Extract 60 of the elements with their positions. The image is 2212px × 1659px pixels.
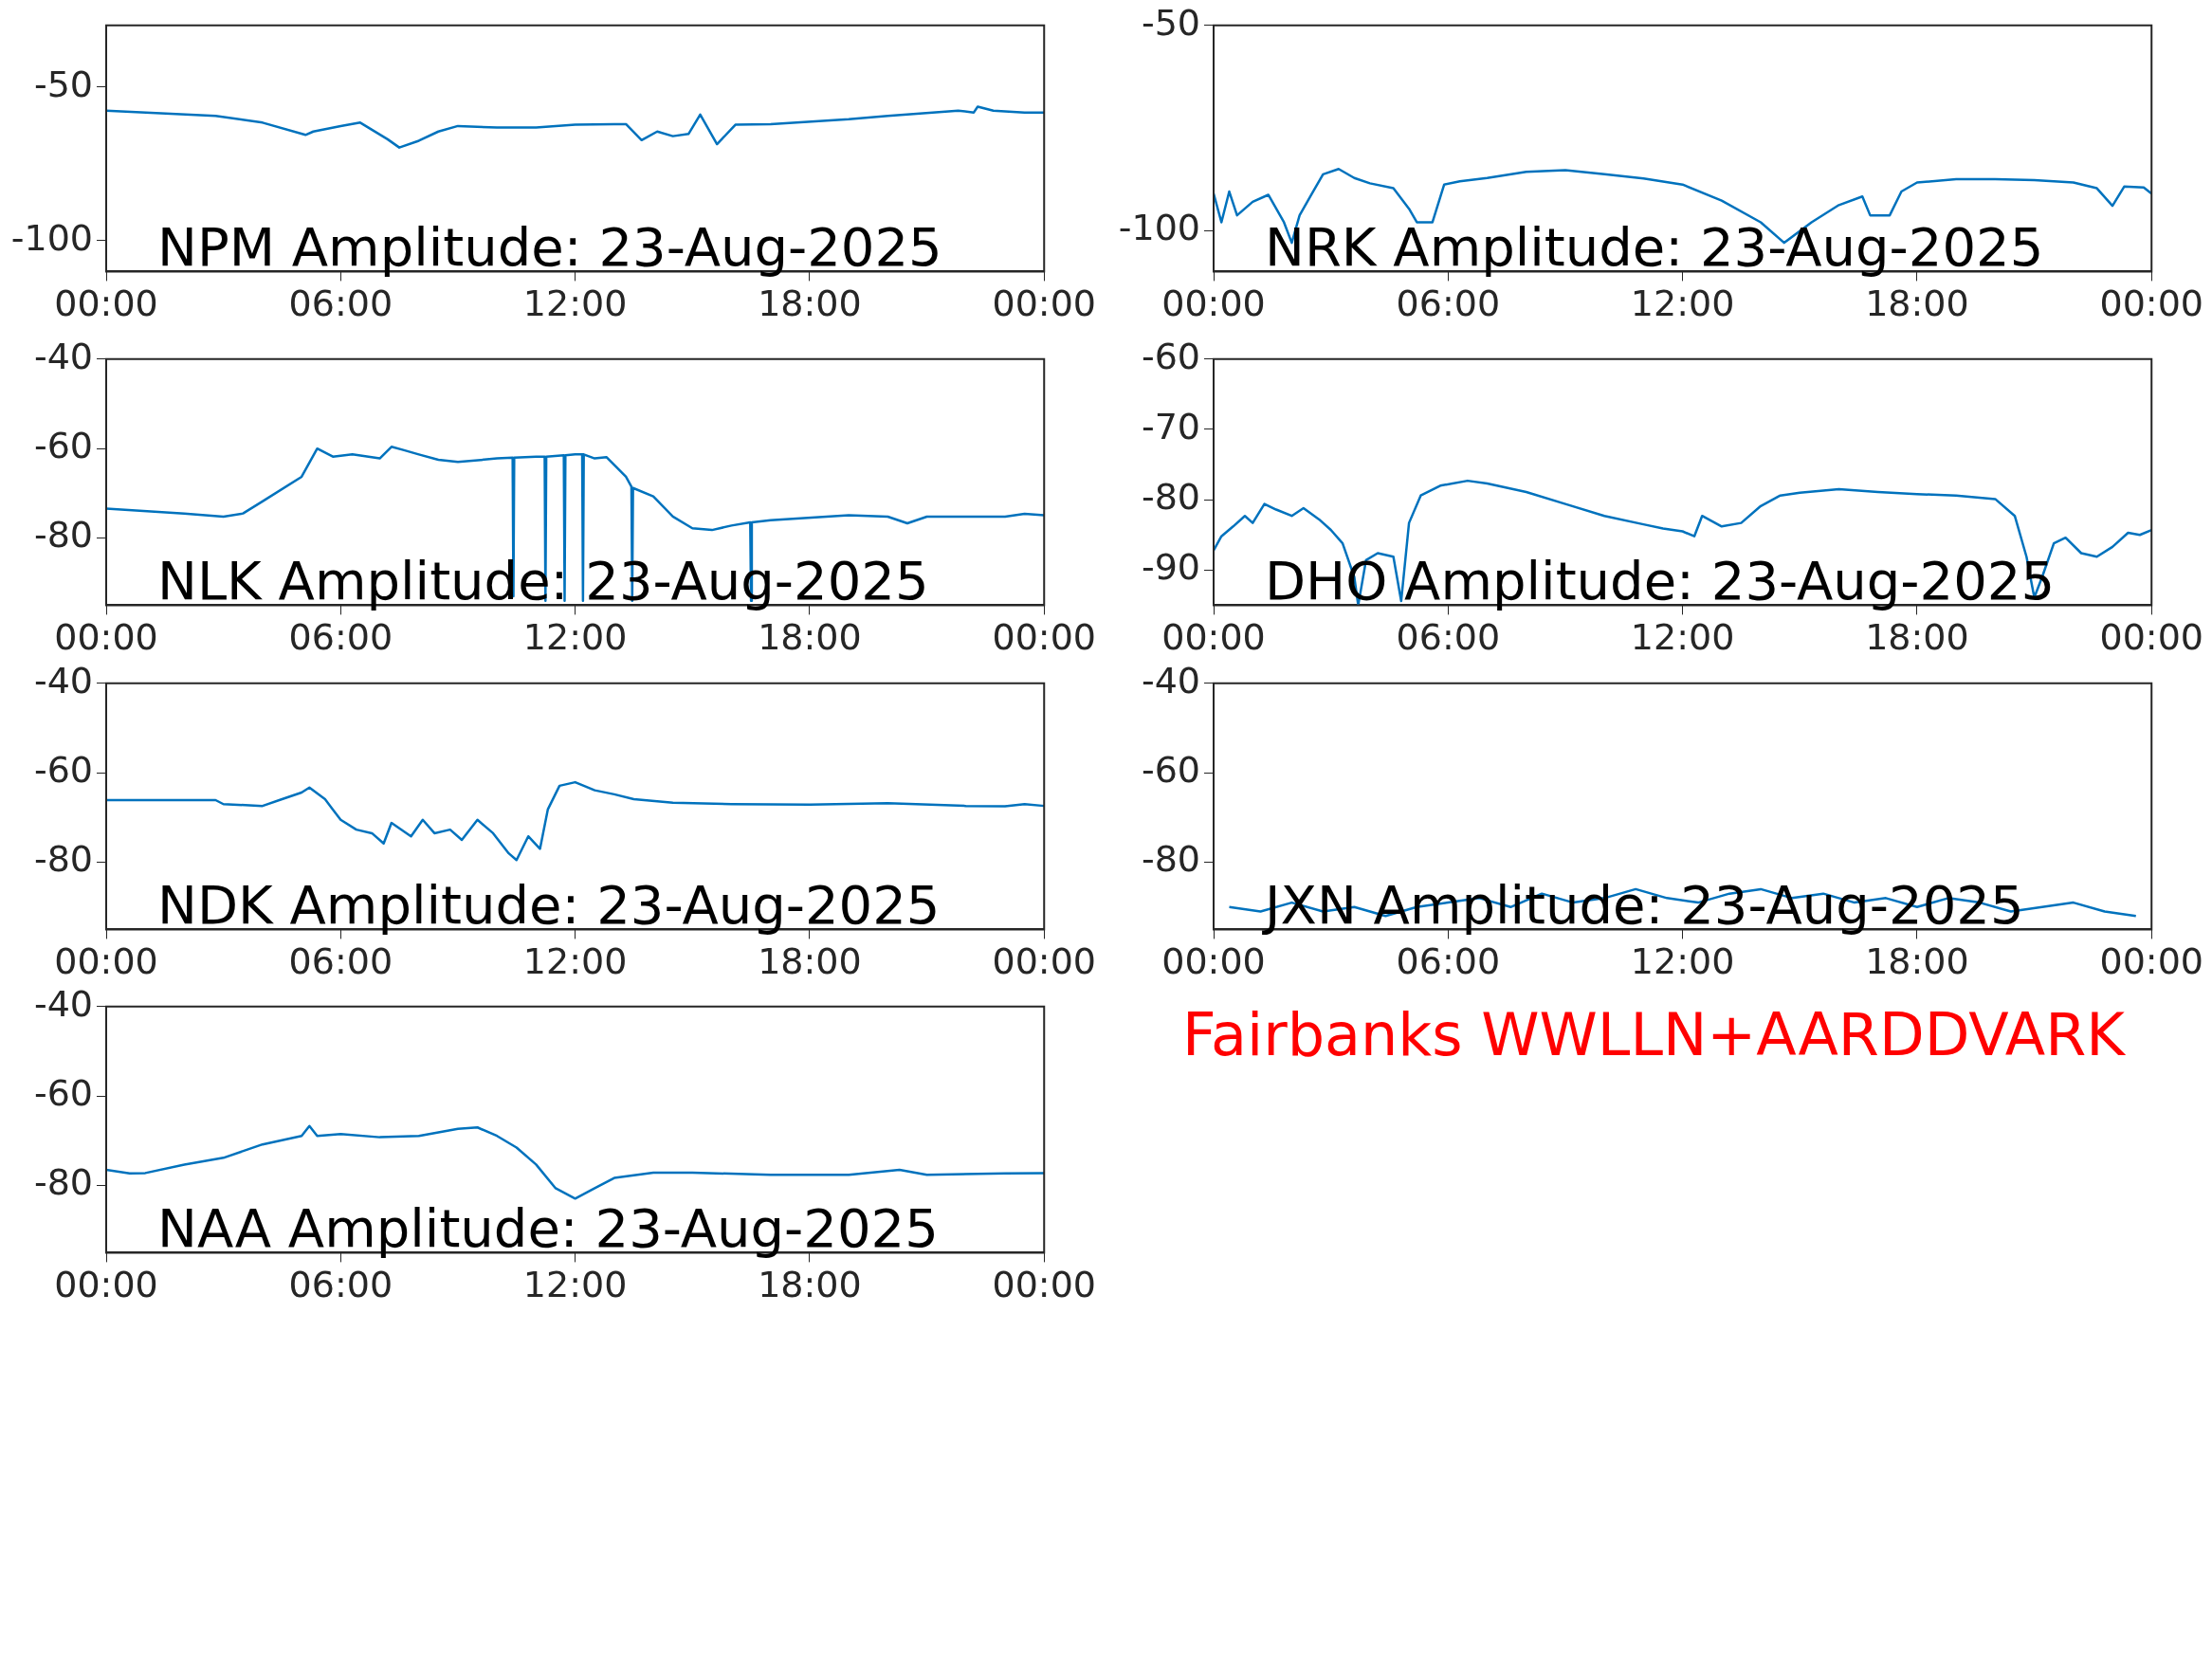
y-tick-label: -40: [33, 659, 93, 702]
y-tick-label: -80: [33, 514, 93, 556]
y-tick-label: -90: [1141, 546, 1200, 589]
x-tick-label: 12:00: [522, 283, 628, 325]
x-tick-label: 00:00: [1161, 283, 1266, 325]
y-tick-label: -60: [33, 425, 93, 467]
x-tick-label: 12:00: [522, 1264, 628, 1306]
x-tick-label: 06:00: [288, 283, 393, 325]
x-tick-label: 00:00: [992, 940, 1096, 983]
x-tick-label: 00:00: [2099, 616, 2203, 659]
x-tick-label: 06:00: [1396, 616, 1501, 659]
y-tick-label: -40: [33, 335, 93, 377]
x-tick-label: 18:00: [1865, 283, 1969, 325]
x-tick-label: 18:00: [758, 283, 862, 325]
y-tick-label: -60: [33, 749, 93, 792]
x-tick-label: 06:00: [288, 616, 393, 659]
x-tick-label: 12:00: [522, 940, 628, 983]
text: NAA Amplitude: 23-Aug-2025: [157, 1197, 939, 1260]
y-tick-label: -100: [10, 216, 93, 259]
y-tick-label: -60: [1141, 335, 1200, 377]
x-tick-label: 18:00: [1865, 940, 1969, 983]
text: NPM Amplitude: 23-Aug-2025: [157, 216, 942, 279]
y-tick-label: -50: [1141, 1, 1200, 44]
x-tick-label: 00:00: [2099, 283, 2203, 325]
y-tick-label: -60: [33, 1072, 93, 1115]
x-tick-label: 00:00: [54, 616, 158, 659]
text: Fairbanks WWLLN+AARDDVARK: [1182, 1000, 2125, 1069]
x-tick-label: 12:00: [522, 616, 628, 659]
x-tick-label: 00:00: [992, 283, 1096, 325]
x-tick-label: 18:00: [758, 616, 862, 659]
x-tick-label: 12:00: [1630, 283, 1735, 325]
x-tick-label: 00:00: [54, 1264, 158, 1306]
x-tick-label: 12:00: [1630, 940, 1735, 983]
y-tick-label: -70: [1141, 405, 1200, 447]
x-tick-label: 00:00: [2099, 940, 2203, 983]
x-tick-label: 00:00: [992, 616, 1096, 659]
x-tick-label: 18:00: [758, 940, 862, 983]
y-tick-label: -40: [33, 982, 93, 1025]
text: NDK Amplitude: 23-Aug-2025: [157, 874, 941, 937]
y-tick-label: -80: [1141, 476, 1200, 519]
x-tick-label: 18:00: [1865, 616, 1969, 659]
y-tick-label: -40: [1141, 659, 1200, 702]
x-tick-label: 06:00: [1396, 940, 1501, 983]
y-tick-label: -80: [33, 1161, 93, 1204]
x-tick-label: 12:00: [1630, 616, 1735, 659]
x-tick-label: 06:00: [288, 940, 393, 983]
x-tick-label: 06:00: [288, 1264, 393, 1306]
x-tick-label: 06:00: [1396, 283, 1501, 325]
x-tick-label: 00:00: [992, 1264, 1096, 1306]
y-tick-label: -80: [33, 838, 93, 881]
x-tick-label: 00:00: [54, 283, 158, 325]
x-tick-label: 18:00: [758, 1264, 862, 1306]
y-tick-label: -80: [1141, 838, 1200, 881]
x-tick-label: 00:00: [1161, 940, 1266, 983]
x-tick-label: 00:00: [54, 940, 158, 983]
y-tick-label: -100: [1118, 207, 1200, 249]
x-tick-label: 00:00: [1161, 616, 1266, 659]
text: NRK Amplitude: 23-Aug-2025: [1265, 216, 2044, 279]
y-tick-label: -60: [1141, 749, 1200, 792]
y-tick-label: -50: [33, 63, 93, 105]
